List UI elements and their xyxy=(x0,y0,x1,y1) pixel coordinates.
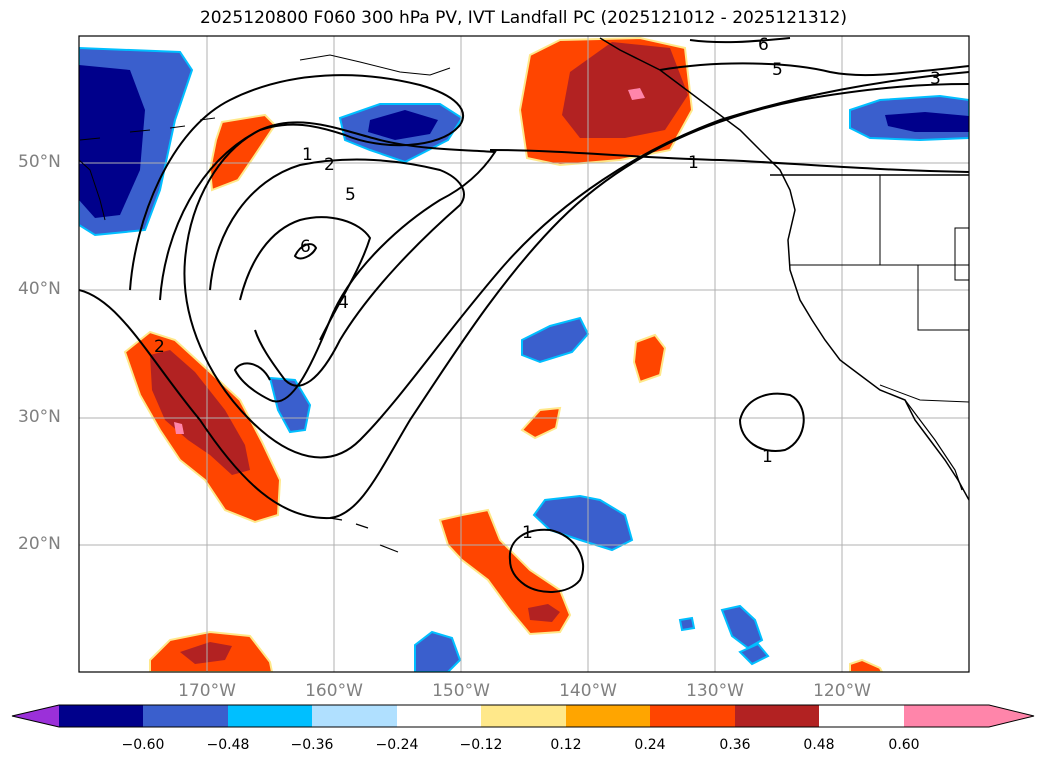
pv-positive-central-east xyxy=(632,333,667,384)
lon-label-160w: 160°W xyxy=(305,681,363,701)
contour-4 xyxy=(239,216,372,341)
alaska-peninsula xyxy=(299,54,451,76)
mexico-border xyxy=(879,384,969,403)
lat-label-30n: 30°N xyxy=(18,407,61,427)
colorbar-tick: 0.24 xyxy=(634,737,666,753)
contour-6-small xyxy=(293,243,318,260)
lon-label-120w: 120°W xyxy=(813,681,871,701)
colorbar-segment xyxy=(481,705,566,727)
lat-label-40n: 40°N xyxy=(18,279,61,299)
pv-positive-small-north xyxy=(208,113,277,192)
pv-positive-west-south-core xyxy=(150,350,250,475)
contour-1-south xyxy=(508,528,585,593)
coastlines xyxy=(79,37,969,553)
colorbar-segment xyxy=(566,705,650,727)
colorbar-segment xyxy=(228,705,312,727)
siberia-coast xyxy=(79,159,106,221)
pv-negative-northeast-core xyxy=(885,112,969,132)
pv-anomaly-fill: 6 5 3 1 1 2 5 6 4 2 1 1 xyxy=(79,35,969,672)
map-panel: 6 5 3 1 1 2 5 6 4 2 1 1 xyxy=(78,35,970,673)
aleutians xyxy=(79,117,216,141)
colorbar-tick: −0.48 xyxy=(206,737,250,753)
contour-label: 1 xyxy=(302,145,313,165)
colorbar-tick: 0.12 xyxy=(550,737,582,753)
north-american-coast xyxy=(599,37,969,501)
contour-3 xyxy=(159,121,497,403)
contour-label: 5 xyxy=(772,60,783,80)
colorbar-segment xyxy=(904,705,989,727)
contour-label: 6 xyxy=(300,237,311,257)
contour-east-5 xyxy=(659,62,969,77)
colorbar-tick: −0.60 xyxy=(121,737,165,753)
map-frame xyxy=(78,35,970,673)
colorbar-outline xyxy=(11,704,1035,728)
contour-label: 2 xyxy=(154,337,165,357)
contour-label: 1 xyxy=(522,523,533,543)
colorbar-tick: −0.24 xyxy=(375,737,419,753)
pv-positive-bottom-right xyxy=(849,658,884,672)
pv-negative-northwest-core xyxy=(79,65,145,218)
contour-label: 1 xyxy=(688,153,699,173)
map-title: 2025120800 F060 300 hPa PV, IVT Landfall… xyxy=(199,8,847,28)
state-lines xyxy=(790,175,969,331)
pv-negative-central xyxy=(521,316,590,364)
colorbar-segment xyxy=(59,705,143,727)
lon-label-130w: 130°W xyxy=(686,681,744,701)
colorbar-tick: 0.36 xyxy=(719,737,751,753)
contour-label-group: 6 5 3 1 1 2 5 6 4 2 1 1 xyxy=(154,35,941,543)
contour-label: 5 xyxy=(345,185,356,205)
colorbar-segment xyxy=(735,705,819,727)
contour-label: 1 xyxy=(762,447,773,467)
lon-label-170w: 170°W xyxy=(178,681,236,701)
contour-outer xyxy=(79,83,969,520)
pv-positive-north-peak xyxy=(628,88,645,100)
contour-label: 4 xyxy=(338,293,349,313)
colorbar-tick: −0.12 xyxy=(459,737,503,753)
colorbar-segment xyxy=(397,705,481,727)
pv-positive-west-south-peak xyxy=(174,422,184,434)
lon-label-150w: 150°W xyxy=(432,681,490,701)
pv-contours xyxy=(79,37,969,593)
contour-label: 3 xyxy=(930,69,941,89)
contour-1-east xyxy=(738,392,805,452)
pv-positive-south-core xyxy=(528,604,560,622)
contour-label: 6 xyxy=(758,35,769,55)
pv-negative-southeast xyxy=(720,604,764,650)
pv-negative-small-east xyxy=(678,616,696,632)
colorbar-segment xyxy=(312,705,397,727)
contour-east-6 xyxy=(689,37,791,44)
baja xyxy=(904,399,963,491)
colorbar-segment xyxy=(143,705,228,727)
contour-5 xyxy=(209,158,465,387)
pv-negative-bottom xyxy=(414,630,462,672)
pv-negative-gulf-core xyxy=(368,110,438,140)
graticule xyxy=(79,36,969,672)
pv-positive-north-core xyxy=(562,42,688,138)
colorbar-tick: −0.36 xyxy=(290,737,334,753)
colorbar-extend-high xyxy=(989,705,1034,727)
pv-negative-southeast-small xyxy=(738,642,770,666)
pv-positive-bottom-core xyxy=(180,642,232,664)
lon-label-140w: 140°W xyxy=(559,681,617,701)
lat-label-50n: 50°N xyxy=(18,152,61,172)
colorbar-segment xyxy=(650,705,735,727)
colorbar-segments xyxy=(12,705,1034,727)
contour-1-north xyxy=(489,149,969,173)
contour-label: 2 xyxy=(324,155,335,175)
lat-label-20n: 20°N xyxy=(18,534,61,554)
colorbar-extend-low xyxy=(12,705,59,727)
colorbar-tick: 0.48 xyxy=(803,737,835,753)
contour-2 xyxy=(129,71,969,459)
pv-positive-south xyxy=(438,508,572,636)
colorbar-tick: 0.60 xyxy=(888,737,920,753)
